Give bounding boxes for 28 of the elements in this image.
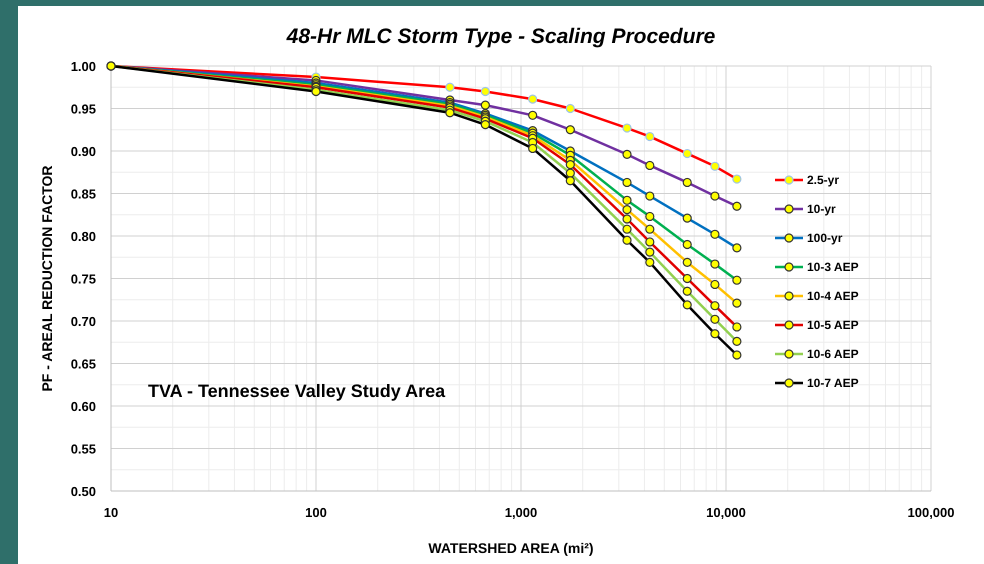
legend-label: 10-6 AEP: [807, 347, 859, 361]
legend-label: 10-5 AEP: [807, 318, 859, 332]
y-tick-label: 0.75: [70, 272, 96, 286]
legend-label: 10-3 AEP: [807, 260, 859, 274]
legend-label: 10-7 AEP: [807, 376, 859, 390]
y-tick-label: 1.00: [70, 59, 96, 74]
x-tick-label: 10,000: [706, 505, 746, 520]
x-tick-label: 100: [305, 505, 327, 520]
y-tick-label: 0.85: [70, 186, 96, 202]
x-tick-label: 10: [104, 505, 118, 520]
y-axis-title: PF - AREAL REDUCTION FACTOR: [39, 165, 55, 392]
legend-label: 2.5-yr: [807, 173, 840, 187]
y-tick-label: 0.55: [70, 442, 96, 456]
legend-label: 10-yr: [807, 202, 836, 216]
chart-title: 48-Hr MLC Storm Type - Scaling Procedure: [286, 25, 716, 48]
y-tick-label: 0.50: [70, 484, 96, 499]
y-tick-label: 0.60: [70, 399, 96, 414]
y-tick-label: 0.80: [70, 229, 96, 244]
x-axis-title: WATERSHED AREA (mi²): [428, 540, 594, 556]
y-tick-label: 0.90: [70, 144, 96, 159]
legend-label: 100-yr: [807, 231, 843, 245]
x-tick-label: 1,000: [504, 505, 538, 520]
legend-label: 10-4 AEP: [807, 289, 859, 303]
y-tick-label: 0.70: [70, 314, 96, 329]
annotation: TVA - Tennessee Valley Study Area: [148, 381, 446, 401]
y-tick-label: 0.65: [70, 356, 96, 372]
x-tick-label: 100,000: [908, 505, 954, 520]
y-tick-label: 0.95: [70, 102, 96, 116]
